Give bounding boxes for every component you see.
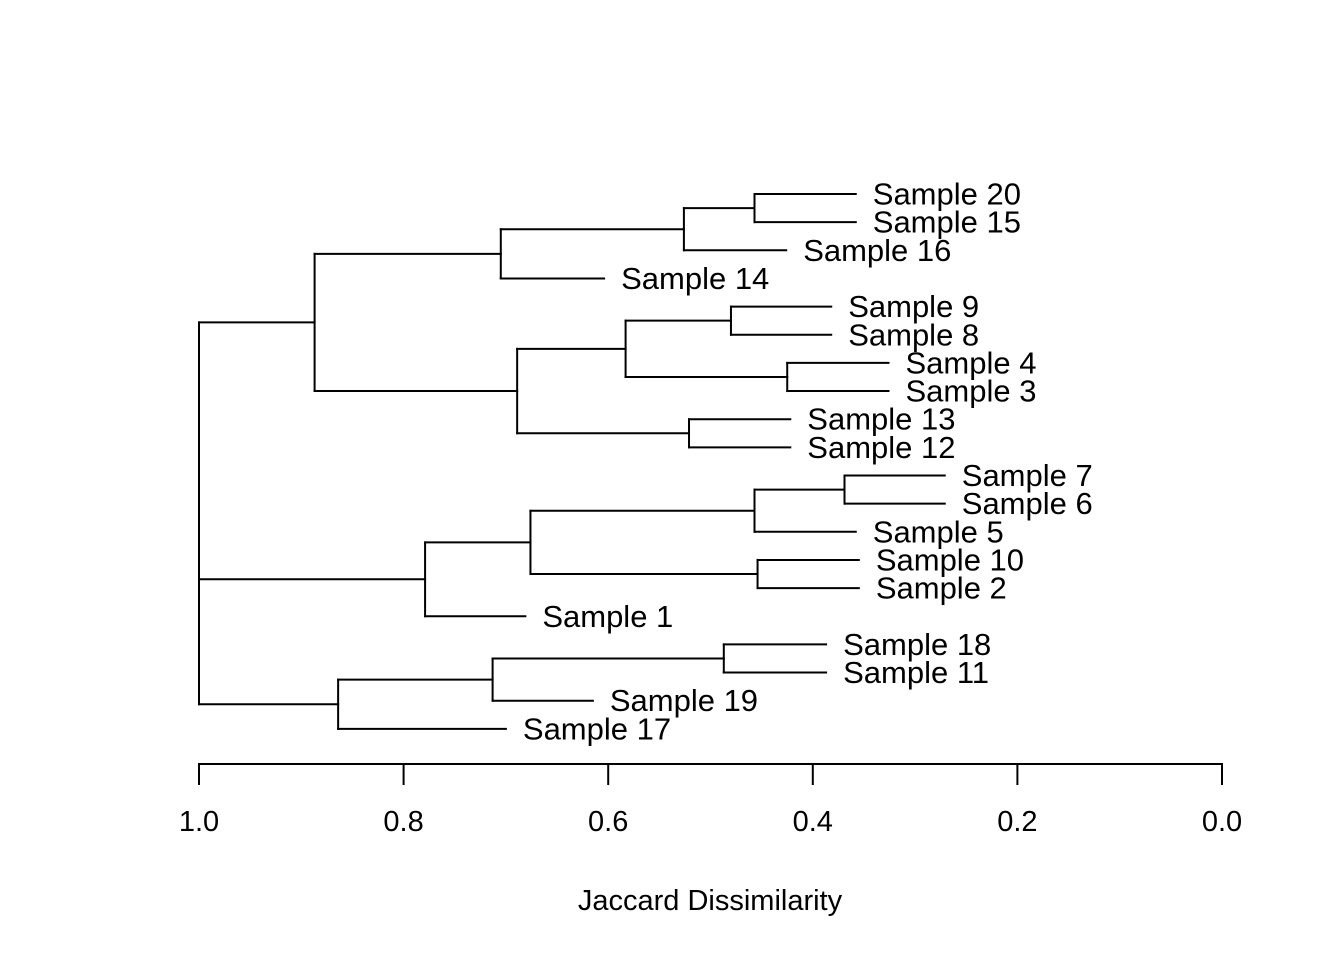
leaf-label-sample-12: Sample 12: [807, 430, 955, 465]
x-tick-label-3: 0.4: [793, 806, 833, 838]
leaf-label-sample-16: Sample 16: [803, 233, 951, 268]
dendrogram-tree: [198, 193, 946, 730]
leaf-label-sample-18: Sample 18: [843, 627, 991, 662]
x-axis-title: Jaccard Dissimilarity: [578, 885, 843, 917]
leaf-label-sample-10: Sample 10: [876, 542, 1024, 577]
x-tick-label-5: 0.0: [1202, 806, 1242, 838]
leaf-label-sample-8: Sample 8: [848, 317, 979, 352]
leaf-label-sample-11: Sample 11: [843, 655, 989, 690]
leaf-label-sample-3: Sample 3: [906, 374, 1037, 409]
leaf-label-sample-5: Sample 5: [873, 514, 1004, 549]
leaf-label-sample-13: Sample 13: [807, 402, 955, 437]
x-tick-label-2: 0.6: [588, 806, 628, 838]
leaf-label-sample-4: Sample 4: [906, 345, 1037, 380]
leaf-label-sample-14: Sample 14: [621, 261, 769, 296]
x-tick-label-4: 0.2: [997, 806, 1037, 838]
x-axis: 1.0 0.8 0.6 0.4 0.2 0.0: [179, 763, 1242, 838]
leaf-label-sample-7: Sample 7: [962, 458, 1093, 493]
leaf-label-sample-2: Sample 2: [876, 571, 1007, 606]
leaf-label-sample-19: Sample 19: [610, 683, 758, 718]
leaf-label-sample-1: Sample 1: [542, 599, 673, 634]
x-tick-label-0: 1.0: [179, 806, 219, 838]
leaf-label-sample-6: Sample 6: [962, 486, 1093, 521]
leaf-label-sample-9: Sample 9: [848, 289, 979, 324]
leaf-label-sample-17: Sample 17: [523, 711, 671, 746]
x-tick-label-1: 0.8: [383, 806, 423, 838]
leaf-label-sample-15: Sample 15: [873, 205, 1021, 240]
leaf-label-sample-20: Sample 20: [873, 177, 1021, 212]
